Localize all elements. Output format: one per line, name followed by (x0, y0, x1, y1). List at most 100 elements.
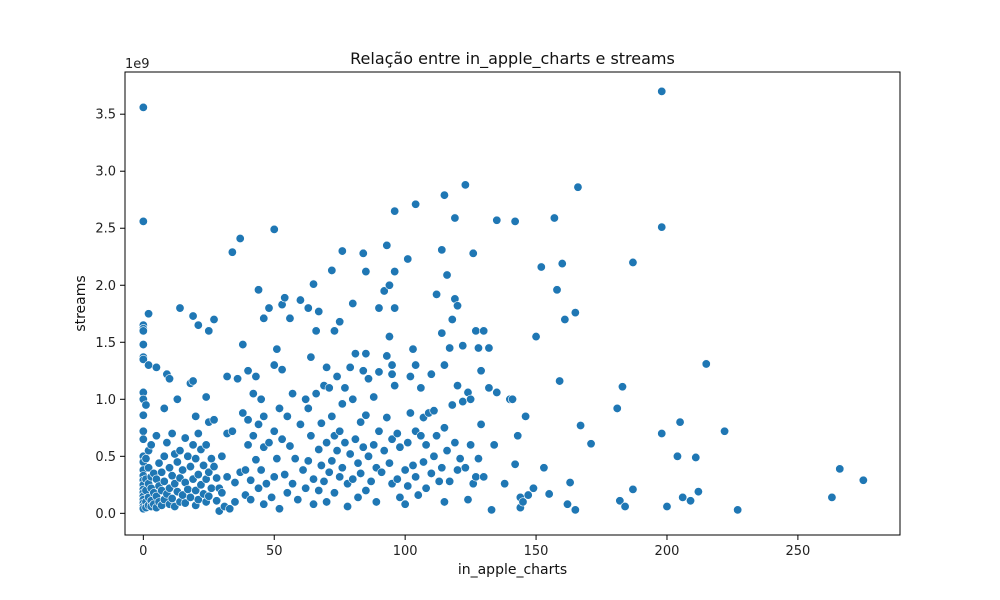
data-point (209, 314, 219, 324)
data-point (693, 487, 703, 497)
data-point (615, 496, 625, 506)
data-point (403, 481, 413, 491)
data-point (361, 410, 371, 420)
data-point (513, 431, 523, 441)
data-point (322, 497, 332, 507)
data-point (172, 394, 182, 404)
data-point (434, 476, 444, 486)
data-point (233, 374, 243, 384)
data-point (358, 248, 368, 258)
data-point (371, 497, 381, 507)
data-point (178, 465, 188, 475)
data-point (138, 434, 148, 444)
data-point (395, 442, 405, 452)
data-point (204, 467, 214, 477)
data-points (138, 86, 868, 516)
data-point (382, 351, 392, 361)
data-point (188, 311, 198, 321)
data-point (204, 326, 214, 336)
data-point (392, 429, 402, 439)
data-point (418, 457, 428, 467)
x-tick-label: 150 (524, 544, 549, 559)
data-point (492, 215, 502, 225)
data-point (403, 438, 413, 448)
data-point (432, 289, 442, 299)
data-point (288, 389, 298, 399)
data-point (432, 431, 442, 441)
data-point (479, 326, 489, 336)
data-point (212, 496, 222, 506)
data-point (827, 492, 837, 502)
data-point (390, 303, 400, 313)
data-point (657, 429, 667, 439)
data-point (295, 295, 305, 305)
data-point (416, 383, 426, 393)
data-point (408, 344, 418, 354)
y-axis-label: streams (73, 275, 89, 331)
data-point (450, 438, 460, 448)
data-point (251, 455, 261, 465)
data-point (395, 492, 405, 502)
plot-frame (124, 71, 901, 536)
data-point (662, 501, 672, 511)
data-point (254, 285, 264, 295)
data-point (272, 344, 282, 354)
data-point (348, 394, 358, 404)
data-point (327, 265, 337, 275)
y-tick-label: 3.5 (95, 108, 116, 123)
data-point (193, 429, 203, 439)
data-point (316, 418, 326, 428)
y-tick-label: 2.0 (95, 279, 116, 294)
data-point (366, 476, 376, 486)
data-point (154, 458, 164, 468)
data-point (369, 392, 379, 402)
data-point (445, 476, 455, 486)
data-point (288, 479, 298, 489)
data-point (405, 371, 415, 381)
data-point (144, 463, 154, 473)
y-tick-label: 1.5 (95, 336, 116, 351)
data-point (363, 374, 373, 384)
data-point (201, 440, 211, 450)
y-offset-label: 1e9 (125, 57, 150, 72)
data-point (447, 314, 457, 324)
data-point (421, 440, 431, 450)
data-point (227, 426, 237, 436)
data-point (165, 463, 175, 473)
data-point (222, 472, 232, 482)
data-point (138, 426, 148, 436)
data-point (335, 317, 345, 327)
data-point (144, 309, 154, 319)
data-point (204, 491, 214, 501)
x-tick-label: 0 (139, 544, 147, 559)
data-point (416, 431, 426, 441)
data-point (309, 499, 319, 509)
data-point (193, 320, 203, 330)
data-point (264, 438, 274, 448)
data-point (363, 451, 373, 461)
data-point (487, 505, 497, 515)
data-point (151, 362, 161, 372)
data-point (243, 366, 253, 376)
data-point (222, 371, 232, 381)
data-point (466, 440, 476, 450)
data-point (453, 381, 463, 391)
data-point (159, 451, 169, 461)
data-point (377, 467, 387, 477)
data-point (476, 366, 486, 376)
data-point (437, 245, 447, 255)
data-point (484, 383, 494, 393)
data-point (285, 441, 295, 451)
data-point (405, 408, 415, 418)
data-point (316, 460, 326, 470)
data-point (387, 369, 397, 379)
data-point (484, 343, 494, 353)
data-point (439, 497, 449, 507)
data-point (301, 394, 311, 404)
data-point (374, 426, 384, 436)
data-point (400, 465, 410, 475)
data-point (361, 486, 371, 496)
data-point (437, 463, 447, 473)
data-point (269, 224, 279, 234)
